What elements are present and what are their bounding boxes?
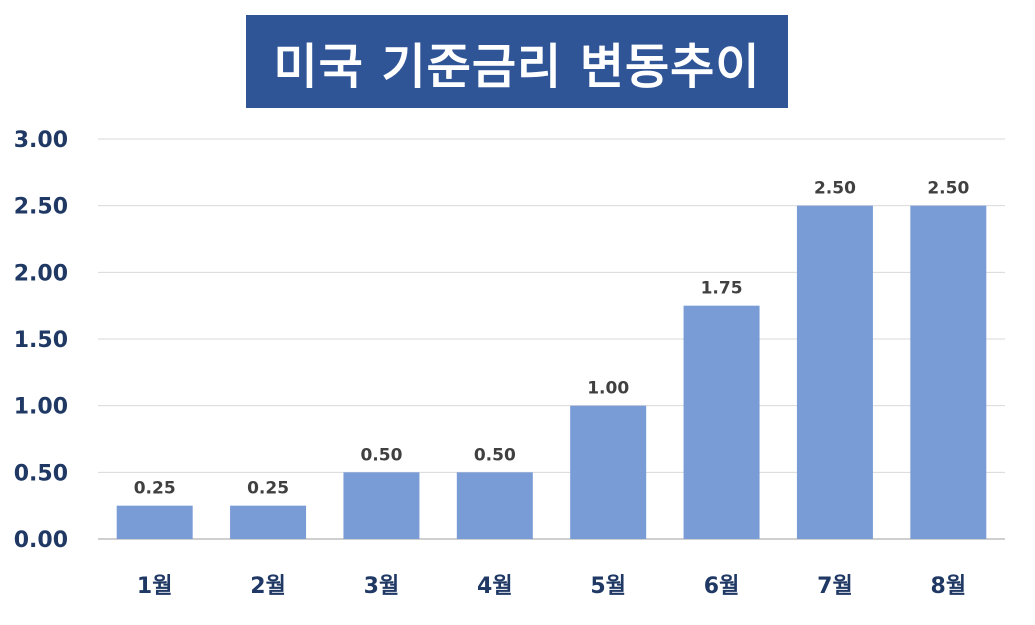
x-tick-label: 6월: [704, 574, 740, 599]
bar: [796, 205, 873, 539]
y-tick-label: 1.00: [14, 395, 68, 420]
data-label: 2.50: [927, 179, 969, 199]
data-label: 2.50: [814, 179, 856, 199]
x-tick-label: 2월: [250, 574, 286, 599]
bar: [230, 505, 307, 539]
bar: [456, 472, 533, 539]
bar: [683, 305, 760, 539]
bar: [343, 472, 420, 539]
x-tick-label: 8월: [931, 574, 967, 599]
data-label: 0.50: [360, 445, 402, 465]
y-tick-label: 1.50: [14, 328, 68, 353]
y-tick-label: 2.00: [14, 261, 68, 286]
data-label: 1.75: [701, 279, 743, 299]
data-label: 0.50: [474, 445, 516, 465]
y-tick-label: 0.00: [14, 528, 68, 553]
y-tick-label: 3.00: [14, 128, 68, 153]
data-label: 0.25: [134, 479, 176, 499]
chart-title-box: 미국 기준금리 변동추이: [246, 15, 788, 108]
x-tick-label: 1월: [137, 574, 173, 599]
bar: [910, 205, 987, 539]
bar: [570, 405, 647, 539]
x-tick-label: 7월: [817, 574, 853, 599]
chart-title: 미국 기준금리 변동추이: [273, 38, 761, 95]
y-tick-label: 2.50: [14, 195, 68, 220]
x-tick-label: 4월: [477, 574, 513, 599]
x-tick-label: 3월: [364, 574, 400, 599]
data-label: 1.00: [587, 379, 629, 399]
y-tick-label: 0.50: [14, 461, 68, 486]
bar: [116, 505, 193, 539]
x-tick-label: 5월: [590, 574, 626, 599]
data-label: 0.25: [247, 479, 289, 499]
